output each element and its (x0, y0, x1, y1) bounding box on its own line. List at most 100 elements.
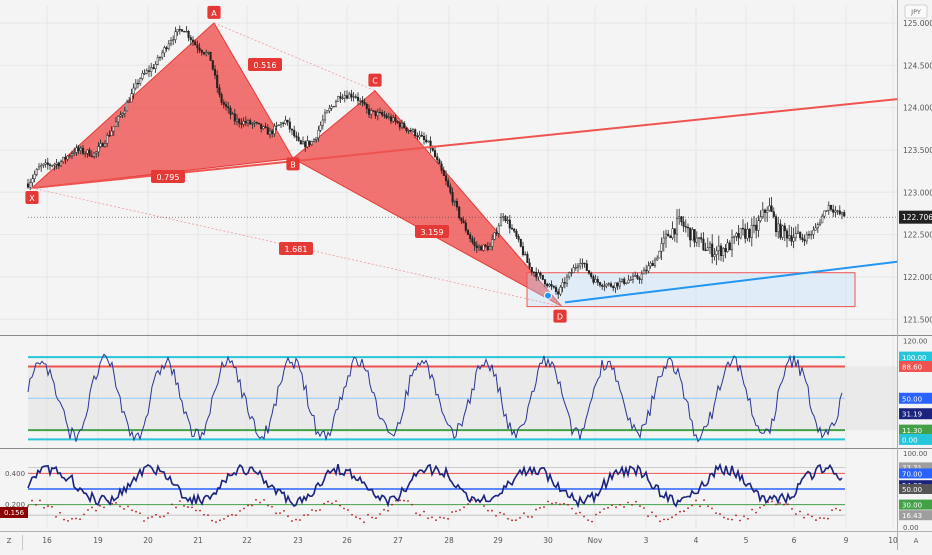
candle-body (735, 233, 738, 237)
rsi-signal-dot (455, 510, 457, 513)
candle-body (486, 245, 489, 251)
candle-body (178, 29, 181, 31)
pattern-overlay: X A B C D 0.516 0.795 3.159 1.681 (25, 5, 898, 323)
rsi-signal-dot (435, 519, 437, 522)
candle-body (702, 238, 705, 251)
rsi-signal-dot (171, 503, 173, 506)
candle-body (425, 139, 428, 143)
candle-body (616, 282, 619, 287)
rsi-signal-dot (423, 510, 425, 513)
candle-body (315, 137, 318, 140)
candle-body (367, 108, 371, 115)
candle-body (550, 284, 553, 287)
rsi-signal-dot (811, 515, 813, 518)
rsi-signal-dot (371, 516, 373, 519)
d-marker-dot (544, 291, 552, 300)
rsi-signal-dot (131, 509, 133, 512)
rsi-signal-dot (651, 511, 653, 514)
rsi-signal-dot (487, 509, 489, 512)
rsi-signal-dot (183, 505, 185, 507)
candle-body (400, 122, 404, 128)
rsi-tick-tag (899, 468, 932, 479)
candle-body (726, 242, 729, 252)
rsi-signal-dot (723, 516, 725, 519)
rsi-signal-dot (747, 517, 749, 520)
rsi-signal-dot (211, 519, 213, 522)
candle-body (777, 223, 780, 233)
candle-body (112, 126, 115, 132)
candle-body (774, 216, 778, 233)
candle-body (345, 95, 349, 99)
candle-body (469, 234, 472, 239)
rsi-signal-dot (47, 505, 49, 507)
rsi-signal-dot (263, 498, 265, 501)
rsi-signal-dot (163, 515, 165, 518)
rsi-signal-dot (235, 514, 237, 516)
rsi-signal-dot (567, 503, 569, 506)
candle-body (277, 124, 280, 126)
candle-body (596, 279, 599, 283)
rsi-signal-dot (87, 509, 89, 511)
rsi-signal-dot (499, 511, 501, 514)
ratio-label-1-bg (151, 170, 185, 183)
rsi-signal-dot (531, 516, 533, 518)
rsi-signal-dot (543, 506, 545, 508)
point-label-x: X (29, 194, 35, 203)
candle-body (99, 143, 102, 148)
ratio-label-1: 0.795 (157, 173, 180, 182)
time-label: 4 (694, 536, 699, 545)
candle-body (713, 254, 716, 257)
candle-body (605, 283, 608, 287)
rsi-signal-dot (67, 519, 69, 522)
candle-body (114, 121, 118, 127)
candle-body (134, 82, 137, 89)
candle-body (359, 100, 362, 102)
candle-body (106, 135, 109, 144)
time-label: 23 (293, 536, 303, 545)
rsi-signal-dot (427, 517, 429, 520)
rsi-signal-dot (707, 505, 709, 508)
rsi-tick-label: 0.00 (903, 524, 919, 532)
rsi-signal-dot (595, 513, 597, 516)
candle-body (462, 220, 465, 224)
point-label-d-bg (553, 309, 567, 323)
currency-button[interactable] (904, 4, 928, 19)
candle-body (766, 210, 769, 213)
stoch-tick-tag (899, 433, 932, 445)
candle-body (183, 31, 186, 33)
candle-body (240, 122, 243, 125)
candle-body (695, 237, 698, 243)
candle-body (603, 285, 606, 288)
rsi-signal-dot (835, 507, 837, 510)
candle-body (733, 235, 736, 238)
candle-body (66, 155, 69, 160)
rsi-signal-dot (675, 513, 677, 516)
candle-body (420, 134, 423, 137)
price-tick-label: 123.500 (903, 146, 932, 155)
candle-body (451, 192, 454, 203)
candle-body (636, 275, 639, 279)
rsi-signal-dot (55, 516, 57, 518)
candle-body (385, 115, 388, 119)
candle-body (700, 237, 703, 240)
candle-body (592, 276, 595, 283)
candle-body (35, 169, 38, 175)
candle-body (150, 67, 153, 72)
candle-body (482, 244, 485, 251)
candle-body (768, 205, 771, 211)
rsi-signal-dot (523, 512, 525, 515)
candle-body (642, 269, 646, 275)
candle-body (128, 101, 131, 104)
rsi-line (27, 462, 843, 509)
candle-body (601, 284, 604, 287)
ratio-label-0-bg (248, 58, 282, 71)
candle-body (455, 201, 459, 208)
candle-body (275, 125, 278, 127)
candle-body (44, 162, 47, 165)
candle-body (95, 151, 98, 154)
candle-body (321, 119, 324, 126)
candle-body (568, 272, 571, 278)
candle-body (755, 224, 758, 231)
candle-body (504, 216, 507, 221)
